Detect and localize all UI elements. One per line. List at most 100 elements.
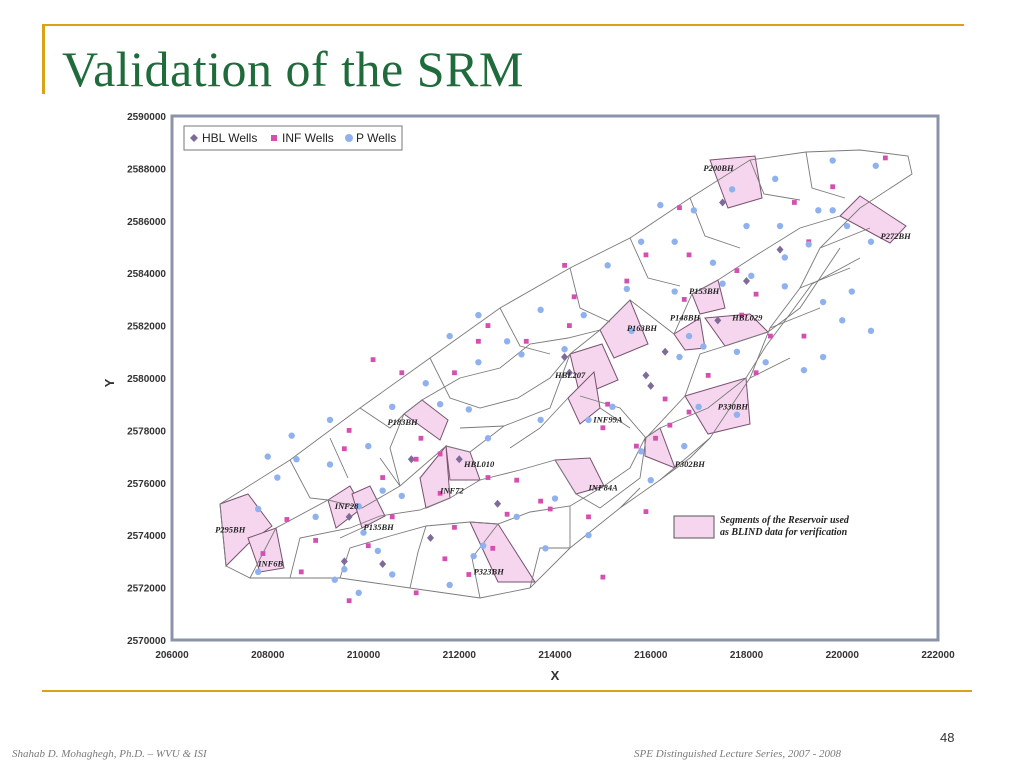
y-tick-label: 2582000 xyxy=(127,322,166,333)
inf-well-point xyxy=(566,323,572,328)
p-well-point xyxy=(542,545,549,552)
chart-svg: 206000 208000 210000 212000 214000 216000 2180… xyxy=(102,112,955,683)
p-well-point xyxy=(604,262,611,269)
inf-well-point xyxy=(466,572,472,577)
inf-well-point xyxy=(370,357,376,363)
p-well-point xyxy=(671,288,678,295)
p-well-point xyxy=(518,351,525,358)
cell-line xyxy=(359,329,601,429)
segment-label: P295BH xyxy=(215,525,246,535)
p-well-point xyxy=(551,495,559,502)
p-well-point xyxy=(326,416,334,424)
p-well-point xyxy=(637,448,645,455)
p-well-point xyxy=(341,566,348,573)
x-tick-label: 218000 xyxy=(730,650,764,661)
p-well-point xyxy=(728,186,736,193)
inf-well-point xyxy=(605,401,611,407)
page-number: 48 xyxy=(940,730,955,745)
segment-label: P330BH xyxy=(718,401,749,411)
p-well-point xyxy=(436,401,444,408)
segment-label: P302BH xyxy=(675,459,706,469)
inf-well-point xyxy=(260,551,266,556)
inf-well-point xyxy=(686,409,692,415)
legend-inf-marker xyxy=(271,135,277,141)
segment-labels: P200BH P272BH P153BH P148BH P163BH HBL029 HBL2… xyxy=(215,163,911,576)
inf-well-point xyxy=(753,291,759,297)
p-well-point xyxy=(671,238,678,245)
inf-well-point xyxy=(768,333,773,339)
p-well-point xyxy=(748,272,755,280)
inf-well-point xyxy=(562,262,567,268)
p-well-point xyxy=(733,348,741,355)
p-well-point xyxy=(479,542,487,549)
x-tick-label: 216000 xyxy=(634,650,668,661)
plot-frame xyxy=(170,114,940,642)
inf-well-point xyxy=(586,514,591,520)
p-well-point xyxy=(446,332,453,340)
cell-line xyxy=(289,247,841,579)
inf-well-point xyxy=(753,370,759,376)
legend-p-marker xyxy=(345,134,353,142)
p-well-point xyxy=(867,327,875,335)
inf-well-point xyxy=(677,205,682,211)
inf-well-point xyxy=(313,538,319,543)
hbl-well-point xyxy=(719,198,727,207)
y-tick-label: 2574000 xyxy=(127,531,166,542)
inf-well-point xyxy=(380,475,386,480)
p-well-point xyxy=(513,513,520,521)
p-well-point xyxy=(781,283,788,290)
p-well-point xyxy=(829,157,836,164)
cell-outline xyxy=(219,149,913,599)
segment-label: INF84A xyxy=(588,483,619,493)
blind-legend-swatch xyxy=(673,515,715,539)
cell-line xyxy=(339,395,647,539)
p-well-point xyxy=(695,403,702,411)
inf-well-point xyxy=(476,338,481,344)
footer-author: Shahab D. Mohaghegh, Ph.D. – WVU & ISI xyxy=(12,748,207,760)
hbl-well-point xyxy=(714,316,722,325)
p-well-point xyxy=(398,492,405,500)
p-well-point xyxy=(331,576,338,583)
p-well-point xyxy=(762,359,769,366)
inf-well-point xyxy=(643,509,649,515)
inf-well-point xyxy=(413,456,419,462)
p-well-point xyxy=(647,476,654,484)
p-well-point xyxy=(288,432,295,439)
segment-label: HBL207 xyxy=(554,370,586,380)
inf-well-point xyxy=(830,184,836,190)
p-well-point xyxy=(580,311,587,319)
cell-line xyxy=(569,227,871,548)
segment-p330bh xyxy=(684,377,751,435)
inf-well-point xyxy=(365,543,371,549)
accent-left-line xyxy=(42,24,45,94)
p-well-point xyxy=(872,162,879,169)
p-well-point xyxy=(475,359,482,366)
p-well-point xyxy=(819,298,827,306)
inf-well-point xyxy=(523,338,529,344)
p-well-point xyxy=(657,201,664,209)
inf-well-point xyxy=(547,506,553,512)
p-well-point xyxy=(609,403,616,411)
y-tick-label: 2578000 xyxy=(127,426,166,437)
p-well-point xyxy=(537,416,544,424)
p-well-point xyxy=(743,222,750,230)
inf-well-point xyxy=(341,446,347,452)
p-well-point xyxy=(470,552,477,560)
p-well-point xyxy=(355,503,362,510)
hbl-well-point xyxy=(494,499,502,508)
segment-label: INF28 xyxy=(334,501,359,511)
inf-well-point xyxy=(389,514,395,520)
segment-label: P153BH xyxy=(689,286,720,296)
hbl-well-point xyxy=(379,560,387,569)
p-well-point xyxy=(475,311,482,319)
inf-well-point xyxy=(418,435,424,441)
segment-label: P163BH xyxy=(627,323,658,333)
segment-label: P200BH xyxy=(703,163,734,173)
blind-legend-text-1: Segments of the Reservoir used xyxy=(720,515,850,526)
hbl-well-point xyxy=(345,512,353,521)
blind-legend: Segments of the Reservoir used as BLIND … xyxy=(673,515,850,539)
inf-well-point xyxy=(399,370,405,376)
inf-well-point xyxy=(538,498,544,504)
p-well-point xyxy=(379,487,386,494)
legend: HBL Wells INF Wells P Wells xyxy=(183,125,403,151)
